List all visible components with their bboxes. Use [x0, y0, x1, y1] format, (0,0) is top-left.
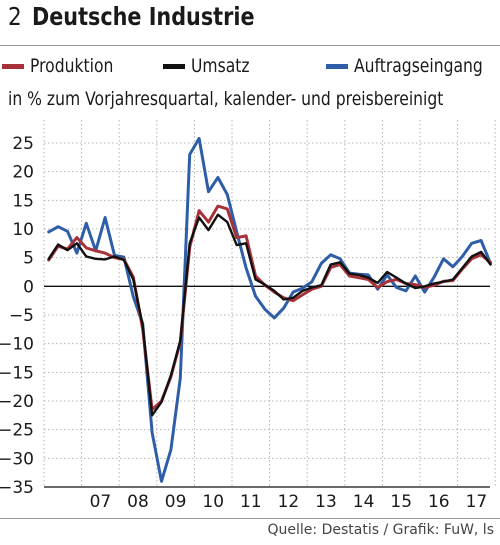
y-tick-label: −15 [0, 363, 34, 383]
x-tick-label: 15 [390, 492, 412, 512]
x-tick-label: 12 [278, 492, 300, 512]
series-line-auftragseingang [47, 136, 492, 483]
legend-item-umsatz: Umsatz [163, 55, 262, 77]
y-tick-label: 5 [23, 249, 34, 269]
source-note: Quelle: Destatis / Grafik: FuW, ls [267, 522, 494, 538]
y-tick-label: 15 [12, 191, 34, 211]
footer-divider [0, 518, 500, 519]
legend-label-auftragseingang: Auftragseingang [354, 55, 483, 77]
y-tick-label: 20 [12, 163, 34, 183]
x-tick-label: 14 [353, 492, 375, 512]
x-tick-labels: 07 08 09 10 11 12 13 14 15 16 17 [90, 492, 488, 512]
legend-swatch-auftragseingang [326, 63, 348, 69]
series-lines [47, 136, 492, 483]
series-line-umsatz [47, 213, 492, 417]
x-grid-lines [43, 120, 496, 487]
x-tick-label: 17 [466, 492, 488, 512]
figure-header: 2 Deutsche Industrie [8, 2, 300, 42]
y-tick-label: −10 [0, 335, 34, 355]
x-tick-label: 11 [240, 492, 262, 512]
figure-number: 2 [8, 2, 22, 31]
y-tick-label: 10 [12, 220, 34, 240]
legend-label-umsatz: Umsatz [191, 55, 250, 77]
x-tick-label: 13 [315, 492, 337, 512]
x-tick-label: 08 [127, 492, 149, 512]
y-tick-label: −35 [0, 478, 34, 498]
grid-lines [44, 142, 490, 488]
y-tick-label: 25 [12, 134, 34, 154]
x-tick-label: 09 [165, 492, 187, 512]
legend-swatch-produktion [2, 63, 24, 69]
y-tick-label: −5 [9, 306, 34, 326]
x-tick-label: 10 [202, 492, 224, 512]
x-tick-label: 07 [90, 492, 112, 512]
legend-label-produktion: Produktion [30, 55, 114, 77]
header-divider [0, 45, 500, 46]
y-tick-label: −30 [0, 449, 34, 469]
chart-title: Deutsche Industrie [31, 2, 255, 31]
legend-swatch-umsatz [163, 63, 185, 69]
y-tick-label: −20 [0, 392, 34, 412]
y-tick-labels: 25 20 15 10 5 0 −5 −10 −15 −20 −25 −30 −35 [0, 134, 34, 498]
chart-subtitle: in % zum Vorjahresquartal, kalender- und… [8, 88, 444, 110]
y-tick-label: −25 [0, 421, 34, 441]
legend-item-produktion: Produktion [2, 55, 132, 77]
x-tick-label: 16 [428, 492, 450, 512]
chart-legend: Produktion Umsatz Auftragseingang [0, 55, 500, 83]
y-tick-label: 0 [23, 277, 34, 297]
legend-item-auftragseingang: Auftragseingang [326, 55, 500, 77]
